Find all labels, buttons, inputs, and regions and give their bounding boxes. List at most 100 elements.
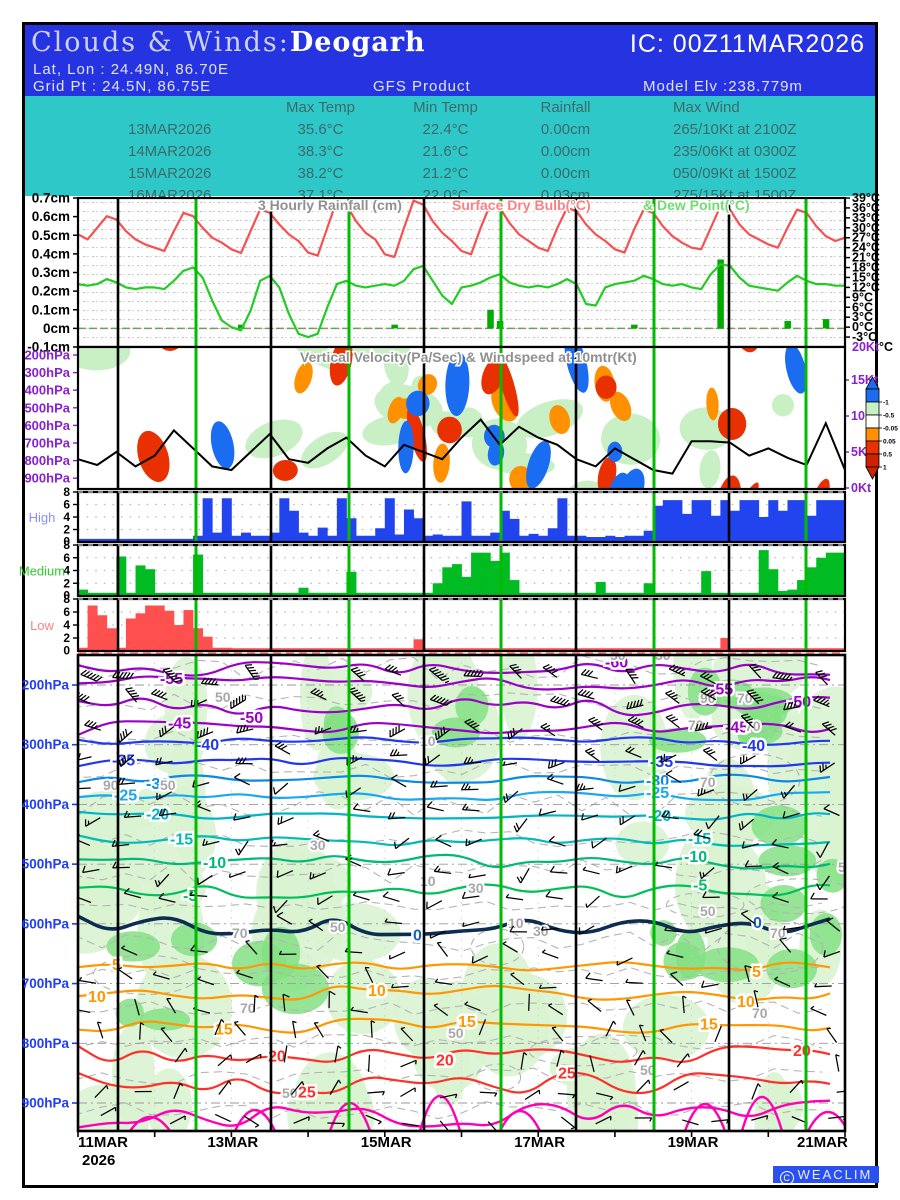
svg-text:600hPa: 600hPa — [22, 916, 70, 931]
svg-text:4: 4 — [63, 564, 70, 578]
svg-text:10: 10 — [88, 989, 106, 1006]
svg-text:2: 2 — [63, 631, 70, 645]
svg-text:50: 50 — [330, 919, 346, 935]
svg-text:33°C: 33°C — [852, 211, 880, 225]
svg-text:°C: °C — [879, 340, 893, 354]
svg-text:36°C: 36°C — [852, 201, 880, 215]
svg-text:4: 4 — [63, 510, 70, 524]
copyright-icon: C — [779, 1171, 794, 1185]
svg-text:0Kt: 0Kt — [851, 481, 872, 495]
svg-text:600hPa: 600hPa — [24, 418, 70, 433]
svg-text:70: 70 — [770, 925, 786, 941]
svg-text:-10: -10 — [684, 849, 707, 866]
weaclim-badge[interactable]: C WEACLIM — [773, 1166, 879, 1185]
svg-text:6°C: 6°C — [852, 300, 873, 314]
svg-text:8: 8 — [63, 485, 70, 499]
svg-text:30: 30 — [468, 880, 484, 896]
svg-text:10: 10 — [420, 733, 436, 749]
svg-text:8: 8 — [63, 538, 70, 552]
product-label: GFS Product — [373, 78, 471, 95]
svg-text:0: 0 — [753, 915, 762, 932]
svg-text:3 Hourly Rainfall (cm): 3 Hourly Rainfall (cm) — [258, 197, 402, 213]
svg-text:8: 8 — [63, 592, 70, 606]
svg-text:25: 25 — [558, 1065, 576, 1082]
init-time-label: IC: 00Z11MAR2026 — [629, 30, 865, 58]
svg-text:0: 0 — [63, 589, 70, 603]
svg-text:800hPa: 800hPa — [24, 453, 70, 468]
svg-text:700hPa: 700hPa — [22, 976, 70, 991]
table-header-row: Max Temp Min Temp Rainfall Max Wind — [25, 99, 875, 120]
table-cell: 265/10Kt at 2100Z — [673, 121, 797, 138]
svg-text:-10: -10 — [203, 855, 226, 872]
wind-barbs — [78, 663, 845, 1131]
svg-text:90: 90 — [103, 777, 119, 793]
svg-text:70: 70 — [700, 774, 716, 790]
svg-text:27°C: 27°C — [852, 231, 880, 245]
svg-text:-55: -55 — [160, 671, 183, 688]
table-cell: 0.00cm — [540, 165, 591, 182]
table-cell: 35.6°C — [297, 121, 344, 138]
svg-text:0°C: 0°C — [852, 320, 873, 334]
table-cell: 22.4°C — [422, 121, 469, 138]
svg-text:Low: Low — [30, 618, 54, 633]
svg-text:6: 6 — [63, 498, 70, 512]
svg-text:20: 20 — [436, 1053, 454, 1070]
svg-text:200hPa: 200hPa — [24, 348, 70, 363]
svg-text:0cm: 0cm — [43, 321, 70, 336]
svg-text:800hPa: 800hPa — [22, 1036, 70, 1051]
svg-text:-50: -50 — [240, 710, 263, 727]
svg-text:700hPa: 700hPa — [24, 436, 70, 451]
model-elevation-label: Model Elv :238.779m — [643, 78, 803, 95]
svg-text:10: 10 — [420, 873, 436, 889]
svg-text:0: 0 — [413, 927, 422, 944]
svg-text:-25: -25 — [646, 785, 669, 802]
svg-text:0.3cm: 0.3cm — [32, 265, 70, 280]
svg-text:-35: -35 — [112, 753, 135, 770]
svg-text:50: 50 — [610, 647, 626, 663]
svg-text:50: 50 — [160, 777, 176, 793]
svg-text:-0.1cm: -0.1cm — [27, 340, 70, 355]
svg-text:0.2cm: 0.2cm — [32, 284, 70, 299]
svg-text:50: 50 — [838, 859, 854, 875]
svg-text:-15: -15 — [170, 832, 193, 849]
svg-text:50: 50 — [282, 1085, 298, 1101]
svg-text:-20: -20 — [146, 807, 169, 824]
svg-text:0.1cm: 0.1cm — [32, 302, 70, 317]
svg-text:-1: -1 — [883, 400, 889, 407]
svg-text:-45: -45 — [168, 715, 191, 732]
table-cell: 0.00cm — [540, 143, 591, 160]
svg-text:500hPa: 500hPa — [22, 857, 70, 872]
date-label: 15MAR — [360, 1134, 412, 1151]
svg-text:Vertical Velocity(Pa/Sec) & Wi: Vertical Velocity(Pa/Sec) & Windspeed at… — [300, 349, 637, 365]
svg-text:0.7cm: 0.7cm — [32, 191, 70, 206]
table-cell: 14MAR2026 — [128, 143, 212, 160]
svg-text:-0.05: -0.05 — [883, 426, 898, 433]
svg-text:15: 15 — [700, 1017, 718, 1034]
svg-text:-30: -30 — [146, 776, 169, 793]
table-header-cell: Max Wind — [673, 99, 740, 116]
svg-text:30: 30 — [655, 647, 671, 663]
svg-text:-20: -20 — [648, 808, 671, 825]
svg-text:& Dew Point(°C): & Dew Point(°C) — [643, 197, 750, 213]
svg-text:70: 70 — [737, 690, 753, 706]
svg-text:0.5: 0.5 — [883, 452, 892, 459]
weaclim-label: WEACLIM — [797, 1167, 873, 1182]
table-row: 13MAR2026 35.6°C 22.4°C 0.00cm 265/10Kt at 2… — [25, 121, 875, 142]
chart-vertical-velocity: Vertical Velocity(Pa/Sec) & Windspeed at… — [24, 345, 898, 495]
svg-text:24°C: 24°C — [852, 241, 880, 255]
table-cell: 21.6°C — [422, 143, 469, 160]
svg-text:6: 6 — [63, 551, 70, 565]
high-cloud-bars — [78, 498, 845, 542]
svg-text:50: 50 — [215, 689, 231, 705]
svg-text:1: 1 — [883, 465, 887, 472]
svg-text:15: 15 — [458, 1014, 476, 1031]
svg-text:70: 70 — [240, 1000, 256, 1016]
svg-text:12°C: 12°C — [852, 280, 880, 294]
svg-text:2: 2 — [63, 523, 70, 537]
svg-text:0.4cm: 0.4cm — [32, 246, 70, 261]
svg-text:300hPa: 300hPa — [22, 737, 70, 752]
